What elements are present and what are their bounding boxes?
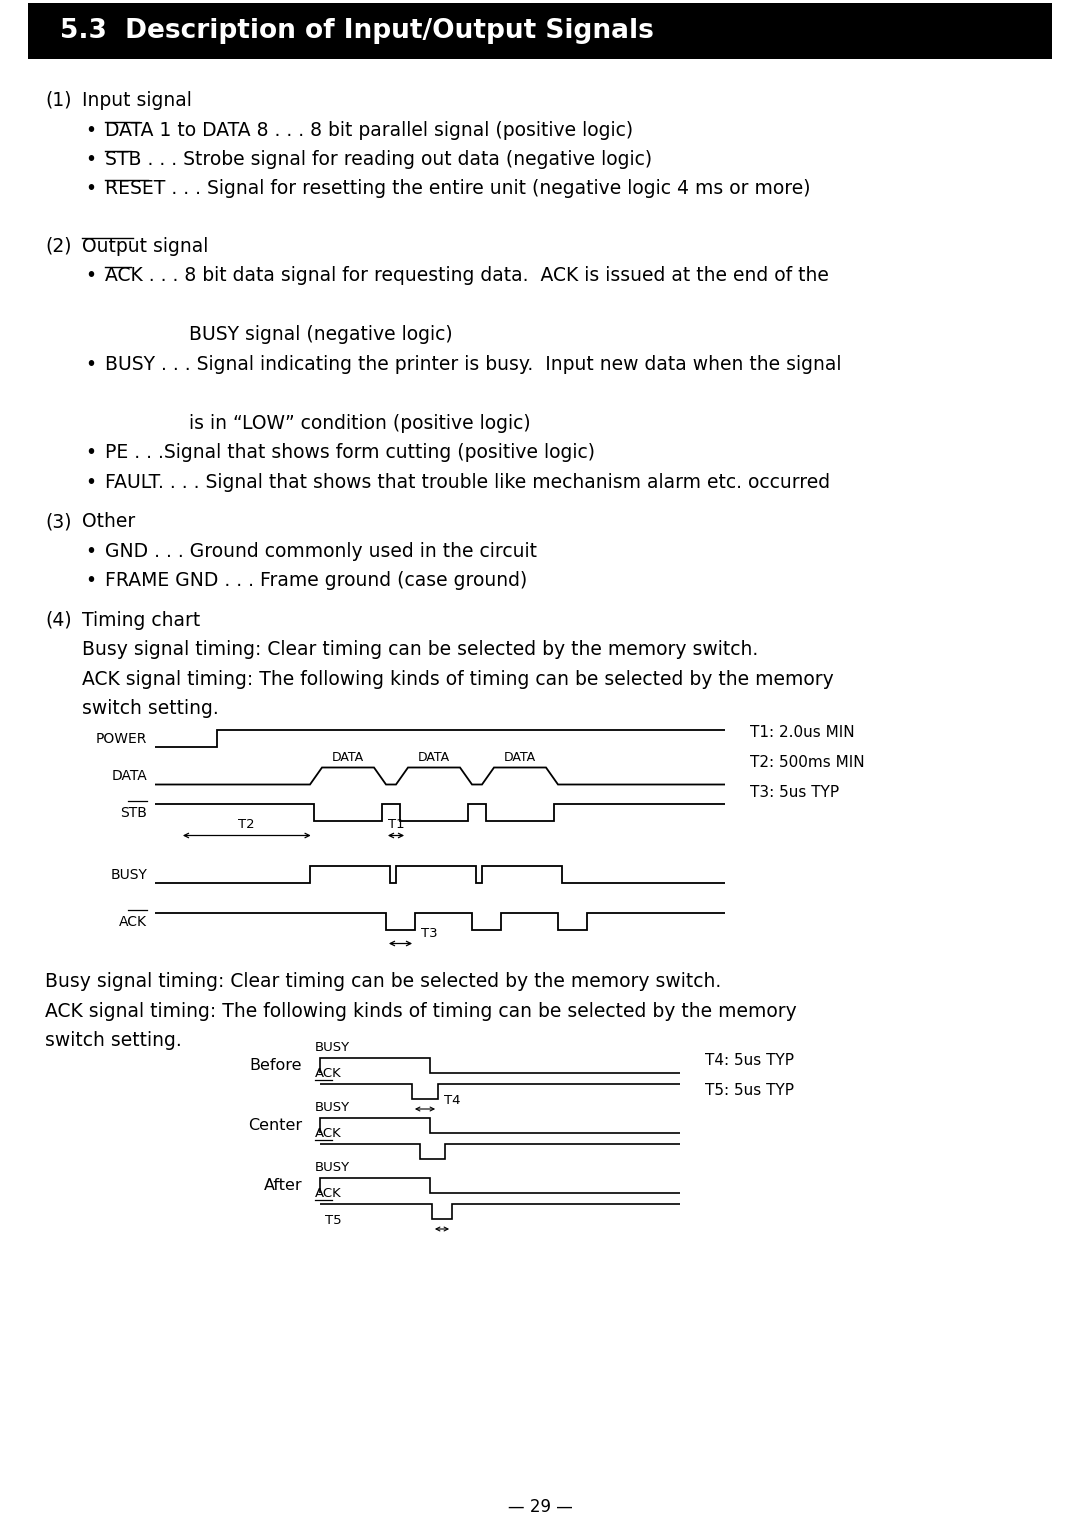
Text: ACK . . . 8 bit data signal for requesting data.  ACK is issued at the end of th: ACK . . . 8 bit data signal for requesti… [105,266,828,286]
Text: is in “LOW” condition (positive logic): is in “LOW” condition (positive logic) [105,414,530,433]
Text: T4: 5us TYP: T4: 5us TYP [705,1053,794,1069]
Text: (2): (2) [45,237,71,255]
Text: T1: T1 [388,818,404,832]
Text: PE . . .Signal that shows form cutting (positive logic): PE . . .Signal that shows form cutting (… [105,443,595,462]
Text: •: • [85,541,96,561]
Text: — 29 —: — 29 — [508,1498,572,1515]
Text: After: After [264,1179,302,1193]
Text: ACK: ACK [315,1188,341,1200]
Text: (3): (3) [45,512,71,532]
Text: FAULT. . . . Signal that shows that trouble like mechanism alarm etc. occurred: FAULT. . . . Signal that shows that trou… [105,472,831,492]
Text: RESET . . . Signal for resetting the entire unit (negative logic 4 ms or more): RESET . . . Signal for resetting the ent… [105,179,810,199]
Text: Busy signal timing: Clear timing can be selected by the memory switch.: Busy signal timing: Clear timing can be … [45,972,721,991]
Text: •: • [85,572,96,590]
Text: (4): (4) [45,612,71,630]
Text: DATA: DATA [111,769,147,783]
Text: •: • [85,443,96,462]
Text: •: • [85,355,96,375]
Text: Input signal: Input signal [82,92,192,110]
Text: •: • [85,266,96,286]
Text: ACK: ACK [315,1067,341,1081]
Text: POWER: POWER [96,732,147,746]
Text: ACK: ACK [119,914,147,930]
Text: •: • [85,179,96,199]
Text: T5: T5 [325,1214,341,1226]
Text: BUSY: BUSY [315,1101,350,1115]
Text: STB: STB [120,806,147,820]
Text: •: • [85,472,96,492]
Text: Other: Other [82,512,135,532]
Text: T5: 5us TYP: T5: 5us TYP [705,1084,794,1098]
Text: DATA: DATA [418,751,450,764]
Text: T3: 5us TYP: T3: 5us TYP [750,786,839,801]
Text: DATA: DATA [504,751,536,764]
Text: ACK: ACK [315,1127,341,1141]
Text: BUSY: BUSY [110,868,147,882]
Text: ACK signal timing: The following kinds of timing can be selected by the memory: ACK signal timing: The following kinds o… [45,1001,797,1021]
Text: BUSY . . . Signal indicating the printer is busy.  Input new data when the signa: BUSY . . . Signal indicating the printer… [105,355,841,375]
Text: (1): (1) [45,92,71,110]
Text: Busy signal timing: Clear timing can be selected by the memory switch.: Busy signal timing: Clear timing can be … [82,641,758,659]
Text: GND . . . Ground commonly used in the circuit: GND . . . Ground commonly used in the ci… [105,541,537,561]
Text: BUSY: BUSY [315,1162,350,1174]
Text: DATA 1 to DATA 8 . . . 8 bit parallel signal (positive logic): DATA 1 to DATA 8 . . . 8 bit parallel si… [105,121,633,139]
Text: •: • [85,150,96,170]
Text: Output signal: Output signal [82,237,208,255]
Text: ACK signal timing: The following kinds of timing can be selected by the memory: ACK signal timing: The following kinds o… [82,670,834,690]
Text: STB . . . Strobe signal for reading out data (negative logic): STB . . . Strobe signal for reading out … [105,150,652,170]
Text: Center: Center [248,1118,302,1133]
Text: Before: Before [249,1058,302,1073]
Text: T2: 500ms MIN: T2: 500ms MIN [750,755,865,771]
Text: T1: 2.0us MIN: T1: 2.0us MIN [750,725,854,740]
Text: switch setting.: switch setting. [82,699,219,719]
Bar [28,3,1052,58]
Text: T3: T3 [421,928,437,940]
Text: T4: T4 [444,1095,460,1107]
Text: Timing chart: Timing chart [82,612,200,630]
Text: •: • [85,121,96,139]
Text: T2: T2 [239,818,255,832]
Text: switch setting.: switch setting. [45,1032,181,1050]
Text: BUSY signal (negative logic): BUSY signal (negative logic) [105,326,453,344]
Text: DATA: DATA [332,751,364,764]
Text: BUSY: BUSY [315,1041,350,1055]
Text: 5.3  Description of Input/Output Signals: 5.3 Description of Input/Output Signals [60,18,653,44]
Text: FRAME GND . . . Frame ground (case ground): FRAME GND . . . Frame ground (case groun… [105,572,527,590]
